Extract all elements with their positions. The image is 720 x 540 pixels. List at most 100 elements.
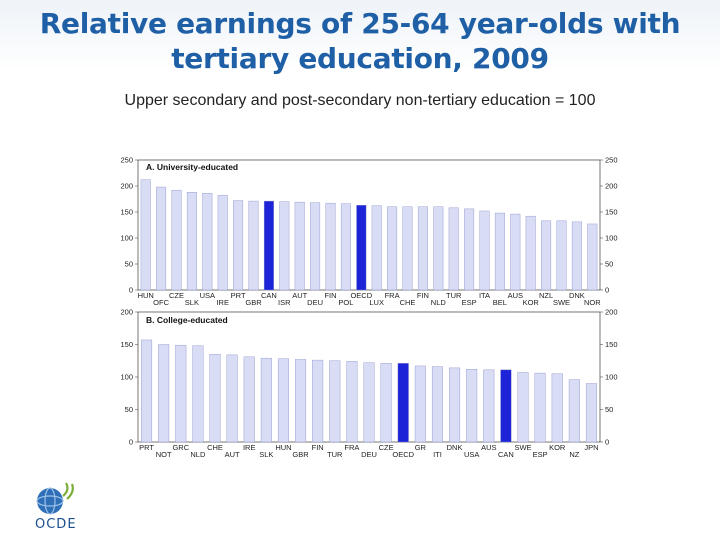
bar-aus <box>483 369 495 443</box>
slide-subtitle: Upper secondary and post-secondary non-t… <box>124 92 596 109</box>
y-tick-label-left: 0 <box>129 438 133 447</box>
bar-slk <box>186 192 197 291</box>
y-tick-label-left: 0 <box>129 286 133 295</box>
bar-cze <box>380 363 392 443</box>
x-tick-label: IRE <box>216 298 229 307</box>
x-tick-label: FRA <box>344 443 359 452</box>
x-tick-label: GBR <box>245 298 262 307</box>
bar-fin <box>417 206 428 291</box>
bar-nz <box>568 379 580 443</box>
x-tick-label: SLK <box>259 450 273 459</box>
bar-aut <box>226 354 238 443</box>
x-tick-label: NZL <box>539 291 553 300</box>
panel-college-educated: B. College-educated 0 50 100 150 200 0 50 100 1… <box>120 308 617 460</box>
x-tick-label: AUT <box>292 291 307 300</box>
x-tick-label: DEU <box>307 298 323 307</box>
bar-usa <box>466 369 478 443</box>
x-tick-label: FRA <box>385 291 400 300</box>
y-tick-label-right: 250 <box>605 156 618 165</box>
x-tick-label: PRT <box>231 291 246 300</box>
x-tick-label: FIN <box>417 291 429 300</box>
bar-fra <box>346 361 358 443</box>
x-tick-label: AUS <box>508 291 523 300</box>
x-tick-label: NLD <box>431 298 447 307</box>
bar-swe <box>517 372 529 443</box>
y-tick-label-right: 0 <box>605 286 609 295</box>
y-tick-label-left: 150 <box>120 340 133 349</box>
x-tick-label: FIN <box>324 291 336 300</box>
y-tick-label-right: 200 <box>605 308 618 317</box>
y-tick-label-right: 100 <box>605 373 618 382</box>
x-tick-label: DNK <box>447 443 463 452</box>
bar-nor <box>587 223 598 291</box>
x-tick-label: OFC <box>153 298 169 307</box>
x-tick-label: GBR <box>292 450 309 459</box>
bar-gr <box>414 365 426 443</box>
bar-fin <box>325 202 336 291</box>
x-tick-label: HUN <box>138 291 154 300</box>
bar-kor <box>551 373 563 443</box>
bar-oecd <box>356 205 367 291</box>
y-tick-label-left: 200 <box>120 308 133 317</box>
x-tick-label: AUT <box>225 450 240 459</box>
bar-fin <box>312 359 324 443</box>
bar-hun <box>140 179 151 291</box>
bar-jpn <box>585 383 597 443</box>
x-tick-label: USA <box>464 450 479 459</box>
bar-che <box>402 206 413 291</box>
bar-pol <box>340 203 351 291</box>
x-tick-label: CZE <box>379 443 394 452</box>
bar-ita <box>479 210 490 291</box>
y-tick-label-right: 150 <box>605 340 618 349</box>
bar-cze <box>171 189 182 291</box>
bar-tur <box>329 360 341 443</box>
x-tick-label: DNK <box>569 291 585 300</box>
panel-university-educated: A. University-educated 0 50 100 150 200 250 0… <box>120 156 617 308</box>
bar-not <box>158 344 170 443</box>
bar-dnk <box>449 367 461 443</box>
bar-oecd <box>397 363 409 443</box>
y-tick-label-right: 200 <box>605 182 618 191</box>
x-tick-label: TUR <box>446 291 462 300</box>
x-tick-label: GRC <box>172 443 189 452</box>
y-tick-label-right: 50 <box>605 260 613 269</box>
x-tick-label: OECD <box>392 450 414 459</box>
y-tick-label-left: 100 <box>120 234 133 243</box>
x-tick-label: SWE <box>514 443 531 452</box>
bar-gbr <box>248 200 259 291</box>
logo-text: OCDE <box>35 517 77 532</box>
x-tick-label: NOT <box>156 450 172 459</box>
bar-can <box>263 200 274 291</box>
x-tick-label: KOR <box>523 298 540 307</box>
slide-title-line1: Relative earnings of 25-64 year-olds wit… <box>39 7 681 40</box>
x-tick-label: ISR <box>278 298 291 307</box>
x-tick-label: ITA <box>479 291 490 300</box>
bar-nld <box>433 206 444 291</box>
bar-gbr <box>295 359 307 443</box>
x-tick-label: KOR <box>549 443 566 452</box>
x-tick-label: PRT <box>139 443 154 452</box>
x-tick-label: CAN <box>498 450 514 459</box>
bar-ofc <box>156 186 167 291</box>
x-tick-label: ESP <box>462 298 477 307</box>
bar-grc <box>175 344 187 443</box>
x-tick-label: LUX <box>369 298 384 307</box>
bar-che <box>209 354 221 443</box>
x-tick-label: AUS <box>481 443 496 452</box>
bar-nzl <box>541 220 552 291</box>
y-tick-label-left: 100 <box>120 373 133 382</box>
y-tick-label-right: 0 <box>605 438 609 447</box>
slide-title-line2: tertiary education, 2009 <box>171 42 549 75</box>
x-tick-label: CHE <box>400 298 416 307</box>
ocde-globe-icon <box>36 482 74 515</box>
panel-title: B. College-educated <box>146 315 228 325</box>
x-tick-label: NZ <box>569 450 579 459</box>
x-tick-label: SLK <box>185 298 199 307</box>
y-tick-label-right: 150 <box>605 208 618 217</box>
y-tick-label-left: 50 <box>125 405 133 414</box>
bar-bel <box>494 212 505 291</box>
bar-fra <box>387 206 398 291</box>
bar-aut <box>294 201 305 291</box>
bar-iti <box>431 366 443 443</box>
x-tick-label: JPN <box>584 443 598 452</box>
